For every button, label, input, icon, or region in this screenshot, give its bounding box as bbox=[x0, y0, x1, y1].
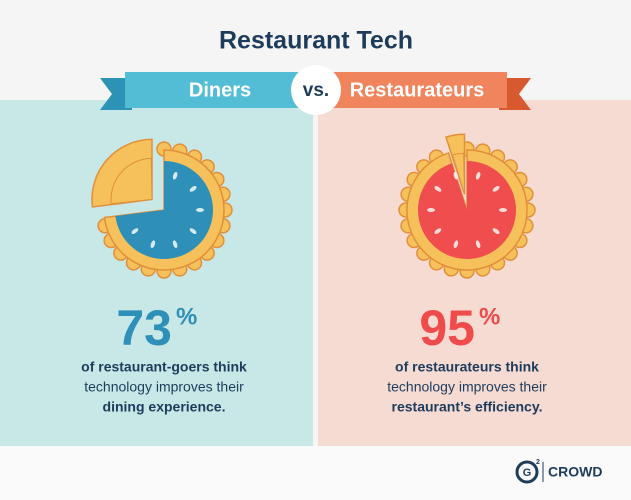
caption-line: of restaurateurs think bbox=[395, 359, 539, 375]
big-number: 95 bbox=[419, 300, 475, 356]
logo-mark: G bbox=[523, 467, 532, 479]
drip bbox=[475, 171, 481, 180]
drip bbox=[434, 228, 442, 235]
pie-slice bbox=[418, 161, 516, 259]
left-panel bbox=[0, 100, 313, 446]
brand: CROWD bbox=[548, 464, 602, 480]
panel-label: Restaurateurs bbox=[350, 79, 485, 101]
pulled-slice bbox=[451, 152, 465, 195]
ribbon bbox=[125, 72, 305, 108]
drip bbox=[434, 185, 442, 192]
drip bbox=[172, 171, 178, 180]
drip bbox=[427, 208, 435, 212]
logo-ring bbox=[515, 460, 539, 484]
drip bbox=[492, 185, 500, 192]
drip bbox=[189, 185, 197, 192]
vs-badge bbox=[291, 65, 341, 115]
drip bbox=[189, 228, 197, 235]
big-number: 73 bbox=[116, 300, 172, 356]
logo-sup: 2 bbox=[536, 459, 540, 466]
ribbon bbox=[327, 72, 507, 108]
percent-sign: % bbox=[479, 303, 500, 330]
drip bbox=[492, 228, 500, 235]
drip bbox=[172, 240, 178, 249]
caption-line: technology improves their bbox=[84, 379, 244, 395]
drip bbox=[453, 240, 459, 249]
title: Restaurant Tech bbox=[219, 27, 413, 55]
drip bbox=[499, 208, 507, 212]
pie-slice bbox=[115, 161, 213, 259]
percent-sign: % bbox=[176, 303, 197, 330]
footer-bar bbox=[0, 446, 631, 500]
caption-line: dining experience. bbox=[103, 399, 226, 415]
pulled-slice bbox=[110, 157, 153, 205]
drip bbox=[150, 240, 156, 249]
caption-line: restaurant’s efficiency. bbox=[392, 399, 543, 415]
caption-line: of restaurant-goers think bbox=[81, 359, 247, 375]
drip bbox=[196, 208, 204, 212]
drip bbox=[131, 228, 139, 235]
drip bbox=[475, 240, 481, 249]
vs-label: vs. bbox=[303, 80, 329, 101]
caption-line: technology improves their bbox=[387, 379, 547, 395]
panel-label: Diners bbox=[189, 79, 251, 101]
ribbon-tail bbox=[100, 78, 132, 110]
drip bbox=[453, 171, 459, 180]
